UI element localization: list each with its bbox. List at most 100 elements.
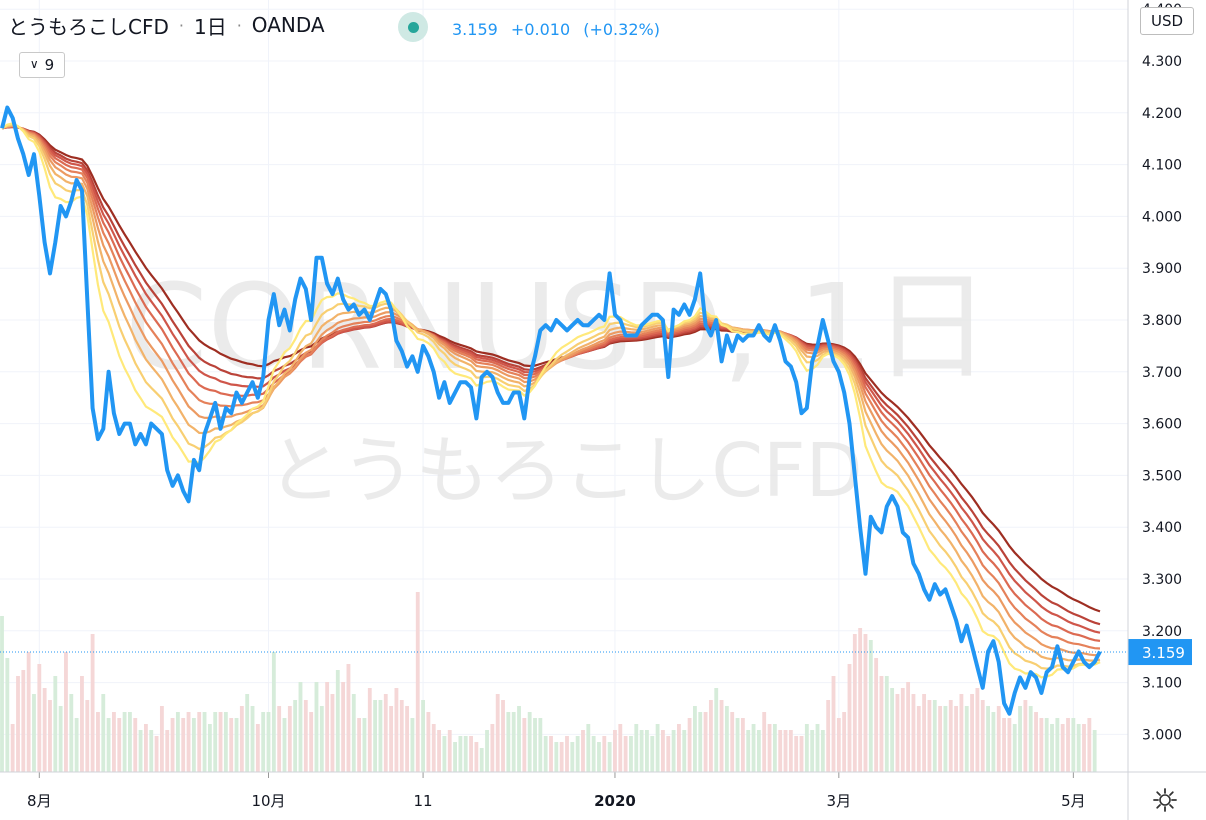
volume-bar [1082, 724, 1086, 772]
volume-bar [538, 718, 543, 772]
volume-bar [335, 670, 340, 772]
volume-bar [533, 718, 537, 772]
volume-bar [325, 682, 330, 772]
indicators-toggle-button[interactable]: ∨ 9 [19, 52, 65, 78]
volume-bar [415, 592, 420, 772]
watermark-name: とうもろこしCFD [267, 428, 862, 514]
volume-bar [1028, 706, 1033, 772]
symbol-header: とうもろこしCFD · 1日 · OANDA [8, 10, 325, 40]
volume-bar [703, 712, 708, 772]
volume-bar [367, 688, 372, 772]
volume-bar [165, 730, 170, 772]
volume-bar [655, 724, 660, 772]
volume-bar [948, 700, 953, 772]
volume-bar [282, 718, 287, 772]
price-quote: 3.159 +0.010 (+0.32%) [452, 20, 668, 39]
ema-ribbon [1, 122, 1101, 679]
volume-bar [0, 616, 4, 772]
volume-bar [1092, 730, 1097, 772]
volume-bar [884, 676, 889, 772]
volume-bar [714, 688, 719, 772]
x-tick-label: 5月 [1061, 792, 1086, 810]
volume-bar [826, 700, 831, 772]
x-tick-label: 10月 [251, 792, 285, 810]
volume-bar [762, 712, 767, 772]
volume-bar [122, 712, 127, 772]
volume-bar [804, 724, 809, 772]
volume-bar [527, 712, 532, 772]
volume-bar [213, 712, 218, 772]
volume-bar [650, 736, 655, 772]
x-tick-label: 8月 [27, 792, 52, 810]
volume-bar [303, 700, 308, 772]
volume-bar [186, 712, 191, 772]
volume-bar [250, 706, 255, 772]
volume-bar [943, 706, 948, 772]
header-separator: · [236, 15, 242, 35]
volume-bar [64, 652, 68, 772]
volume-bar [708, 700, 713, 772]
volume-bar [1039, 718, 1044, 772]
volume-bar [399, 700, 404, 772]
volume-bar [426, 712, 431, 772]
volume-bar [175, 712, 180, 772]
volume-bar [1023, 700, 1028, 772]
volume-bar [1060, 724, 1065, 772]
volume-bar [767, 724, 772, 772]
y-tick-label: 3.800 [1142, 313, 1182, 329]
volume-bar [506, 712, 511, 772]
volume-bar [1002, 718, 1006, 772]
volume-bar [602, 736, 607, 772]
price-line [0, 105, 1102, 716]
volume-bar [730, 712, 735, 772]
volume-bar [223, 712, 228, 772]
volume-bar [549, 736, 553, 772]
volume-bar [954, 706, 959, 772]
volume-bar [682, 730, 687, 772]
volume-bar [85, 700, 90, 772]
volume-bar [207, 724, 212, 772]
last-price-tag [1128, 639, 1192, 666]
volume-bar [565, 736, 569, 772]
volume-bar [810, 730, 815, 772]
volume-bar [37, 664, 42, 772]
volume-bar [932, 700, 937, 772]
volume-bar [740, 718, 745, 772]
volume-bar [751, 724, 756, 772]
interval-label[interactable]: 1日 [193, 14, 227, 39]
volume-bar [788, 730, 793, 772]
volume-bar [559, 742, 564, 772]
volume-bar [431, 724, 436, 772]
y-tick-label: 4.100 [1142, 158, 1182, 174]
volume-bar [255, 724, 260, 772]
volume-bar [831, 676, 836, 772]
volume-bar [852, 634, 857, 772]
volume-bar [661, 730, 665, 772]
volume-bar [927, 700, 932, 772]
volume-bar [32, 694, 36, 772]
volume-bar [271, 652, 276, 772]
y-tick-label: 3.000 [1142, 727, 1182, 743]
volume-bar [772, 724, 777, 772]
currency-button[interactable]: USD [1140, 7, 1194, 35]
volume-bars [0, 592, 1097, 772]
volume-bar [607, 742, 612, 772]
symbol-name[interactable]: とうもろこしCFD [8, 14, 169, 39]
volume-bar [586, 724, 591, 772]
volume-bar [69, 694, 74, 772]
volume-bar [666, 736, 671, 772]
volume-bar [293, 700, 298, 772]
x-tick-label: 2020 [594, 792, 636, 810]
volume-bar [437, 730, 441, 772]
header-separator: · [178, 15, 184, 35]
volume-bar [53, 676, 58, 772]
volume-bar [1007, 718, 1012, 772]
volume-bar [634, 724, 639, 772]
gear-icon[interactable] [1152, 787, 1178, 813]
market-open-dot [407, 21, 419, 33]
volume-bar [1071, 718, 1076, 772]
volume-bar [820, 730, 825, 772]
volume-bar [975, 688, 980, 772]
volume-bar [117, 718, 122, 772]
